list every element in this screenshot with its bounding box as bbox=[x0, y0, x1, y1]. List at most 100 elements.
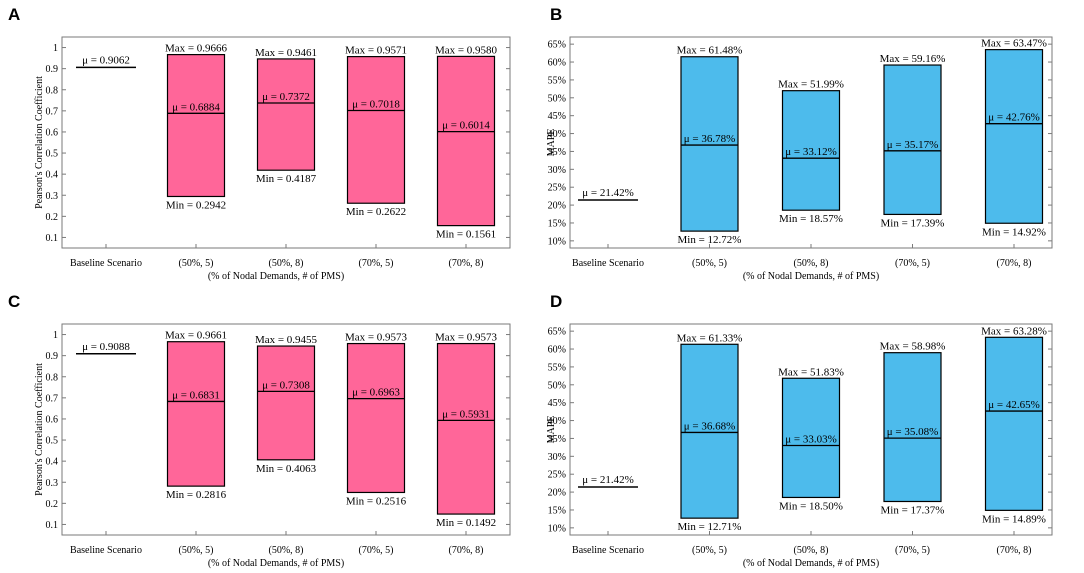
chart-b-y-tick-label: 40% bbox=[548, 129, 566, 140]
chart-c-y-tick-label: 0.4 bbox=[46, 457, 59, 468]
chart-c-baseline-mean-label: μ = 0.9088 bbox=[82, 341, 130, 353]
chart-a-y-tick-label: 0.9 bbox=[46, 64, 59, 75]
chart-a-y-axis-label: Pearson's Correlation Coefficient bbox=[34, 76, 45, 209]
chart-b-max-label: Max = 51.99% bbox=[778, 79, 844, 91]
chart-a-range-bar bbox=[166, 53, 226, 198]
panel-letter-d: D bbox=[550, 292, 562, 311]
chart-b-svg: B 10% 15% 20% 25% 30% 35% 40% 45% 50% 55% 60% 65% Ba… bbox=[546, 5, 1053, 282]
chart-b-y-tick-label: 55% bbox=[548, 75, 566, 86]
panel-a: A 0.1 0.2 0.3 0.4 0.5 0.6 0.7 0.8 0.9 1 Baseline S… bbox=[0, 0, 542, 286]
chart-b-y-axis-label: MAPE bbox=[546, 129, 557, 157]
chart-b-y-tick-label: 20% bbox=[548, 201, 566, 212]
chart-c-y-tick-label: 1 bbox=[53, 330, 58, 341]
chart-b-x-tick-label: (50%, 8) bbox=[794, 258, 829, 269]
chart-c-x-axis-label: (% of Nodal Demands, # of PMS) bbox=[208, 558, 344, 569]
chart-d-x-tick-label: Baseline Scenario bbox=[572, 545, 644, 556]
chart-c-y-tick-label: 0.5 bbox=[46, 436, 59, 447]
chart-a-y-tick-label: 0.2 bbox=[46, 212, 59, 223]
chart-b-range-bar bbox=[883, 64, 942, 216]
chart-b-range-bar bbox=[781, 90, 841, 211]
chart-d-x-tick-label: (70%, 8) bbox=[997, 545, 1032, 556]
chart-b-max-label: Max = 59.16% bbox=[880, 53, 946, 65]
chart-d-y-tick-label: 50% bbox=[548, 380, 566, 391]
panel-letter-a: A bbox=[8, 5, 20, 24]
chart-c-range-bar bbox=[256, 345, 316, 461]
chart-d-y-tick-label: 10% bbox=[548, 523, 566, 534]
chart-a-x-tick-label: (70%, 5) bbox=[359, 258, 394, 269]
chart-b-y-tick-label: 10% bbox=[548, 236, 566, 247]
chart-b-y-tick-label: 25% bbox=[548, 183, 566, 194]
chart-a-baseline-mean-label: μ = 0.9062 bbox=[82, 54, 130, 66]
chart-a-y-tick-label: 1 bbox=[53, 43, 58, 54]
chart-a-max-label: Max = 0.9666 bbox=[165, 43, 228, 55]
chart-c-y-tick-label: 0.9 bbox=[46, 351, 59, 362]
chart-d-mean-label: μ = 35.08% bbox=[887, 426, 939, 438]
chart-d-x-tick-label: (50%, 8) bbox=[794, 545, 829, 556]
panel-letter-c: C bbox=[8, 292, 20, 311]
chart-a-y-tick-label: 0.7 bbox=[46, 106, 59, 117]
chart-d-range-bar bbox=[984, 336, 1044, 511]
chart-d-svg: D 10% 15% 20% 25% 30% 35% 40% 45% 50% 55% 60% 65% Ba… bbox=[546, 292, 1053, 569]
chart-c-mean-label: μ = 0.6831 bbox=[172, 389, 220, 401]
panel-c: C 0.1 0.2 0.3 0.4 0.5 0.6 0.7 0.8 0.9 1 Baseline S… bbox=[0, 287, 542, 573]
chart-d-y-tick-label: 30% bbox=[548, 452, 566, 463]
chart-a-y-tick-label: 0.5 bbox=[46, 149, 59, 160]
chart-c-y-tick-label: 0.2 bbox=[46, 499, 59, 510]
panel-d: D 10% 15% 20% 25% 30% 35% 40% 45% 50% 55% 60% 65% Ba… bbox=[542, 287, 1084, 573]
chart-c-x-tick-label: (50%, 8) bbox=[269, 545, 304, 556]
chart-d-x-tick-label: (50%, 5) bbox=[692, 545, 727, 556]
chart-b-y-tick-label: 50% bbox=[548, 93, 566, 104]
chart-d-y-tick-label: 35% bbox=[548, 434, 566, 445]
chart-d-range-bar bbox=[883, 352, 942, 503]
chart-d-baseline-mean-label: μ = 21.42% bbox=[582, 474, 634, 486]
chart-a-mean-label: μ = 0.7018 bbox=[352, 98, 400, 110]
chart-c-min-label: Min = 0.4063 bbox=[256, 463, 317, 475]
chart-b-y-tick-label: 15% bbox=[548, 218, 566, 229]
chart-d-range-bar bbox=[781, 377, 841, 499]
chart-b-x-axis-label: (% of Nodal Demands, # of PMS) bbox=[743, 271, 879, 282]
chart-c-x-tick-label: (70%, 5) bbox=[359, 545, 394, 556]
chart-d-mean-label: μ = 42.65% bbox=[988, 399, 1040, 411]
chart-a-max-label: Max = 0.9571 bbox=[345, 45, 407, 57]
chart-c-y-tick-label: 0.6 bbox=[46, 414, 59, 425]
chart-b-x-tick-label: (70%, 8) bbox=[997, 258, 1032, 269]
chart-d-x-tick-label: (70%, 5) bbox=[895, 545, 930, 556]
chart-d-max-label: Max = 63.28% bbox=[981, 325, 1047, 337]
chart-d-y-tick-label: 20% bbox=[548, 488, 566, 499]
chart-b-y-tick-label: 45% bbox=[548, 111, 566, 122]
chart-a-min-label: Min = 0.1561 bbox=[436, 229, 496, 241]
chart-c-x-tick-label: (50%, 5) bbox=[179, 545, 214, 556]
chart-b-min-label: Min = 18.57% bbox=[779, 213, 843, 225]
chart-c-max-label: Max = 0.9573 bbox=[345, 332, 408, 344]
chart-b-y-tick-label: 60% bbox=[548, 58, 566, 69]
chart-d-x-axis-label: (% of Nodal Demands, # of PMS) bbox=[743, 558, 879, 569]
chart-d-y-tick-label: 15% bbox=[548, 505, 566, 516]
chart-a-min-label: Min = 0.2622 bbox=[346, 206, 406, 218]
chart-a-max-label: Max = 0.9580 bbox=[435, 44, 498, 56]
panel-b: B 10% 15% 20% 25% 30% 35% 40% 45% 50% 55% 60% 65% Ba… bbox=[542, 0, 1084, 286]
chart-a-y-tick-label: 0.4 bbox=[46, 170, 59, 181]
chart-c-y-tick-label: 0.8 bbox=[46, 372, 59, 383]
chart-d-min-label: Min = 18.50% bbox=[779, 500, 843, 512]
chart-b-min-label: Min = 14.92% bbox=[982, 226, 1046, 238]
chart-a-x-axis-label: (% of Nodal Demands, # of PMS) bbox=[208, 271, 344, 282]
chart-d-y-axis-label: MAPE bbox=[546, 416, 557, 444]
chart-c-svg: C 0.1 0.2 0.3 0.4 0.5 0.6 0.7 0.8 0.9 1 Baseline S… bbox=[8, 292, 511, 569]
chart-c-max-label: Max = 0.9455 bbox=[255, 334, 318, 346]
chart-b-y-tick-label: 65% bbox=[548, 40, 566, 51]
chart-d-y-tick-label: 25% bbox=[548, 470, 566, 481]
chart-b-min-label: Min = 12.72% bbox=[678, 234, 742, 246]
chart-a-mean-label: μ = 0.7372 bbox=[262, 91, 310, 103]
chart-c-max-label: Max = 0.9661 bbox=[165, 330, 227, 342]
chart-c-y-tick-label: 0.3 bbox=[46, 478, 59, 489]
chart-d-max-label: Max = 51.83% bbox=[778, 366, 844, 378]
chart-d-range-bar bbox=[680, 343, 739, 519]
chart-c-range-bar bbox=[166, 341, 226, 487]
chart-a-y-tick-label: 0.1 bbox=[46, 233, 59, 244]
chart-c-y-tick-label: 0.1 bbox=[46, 520, 59, 531]
chart-b-y-tick-label: 30% bbox=[548, 165, 566, 176]
chart-b-x-tick-label: (50%, 5) bbox=[692, 258, 727, 269]
chart-c-max-label: Max = 0.9573 bbox=[435, 332, 498, 344]
chart-c-range-bar bbox=[346, 342, 406, 494]
chart-b-y-tick-label: 35% bbox=[548, 147, 566, 158]
